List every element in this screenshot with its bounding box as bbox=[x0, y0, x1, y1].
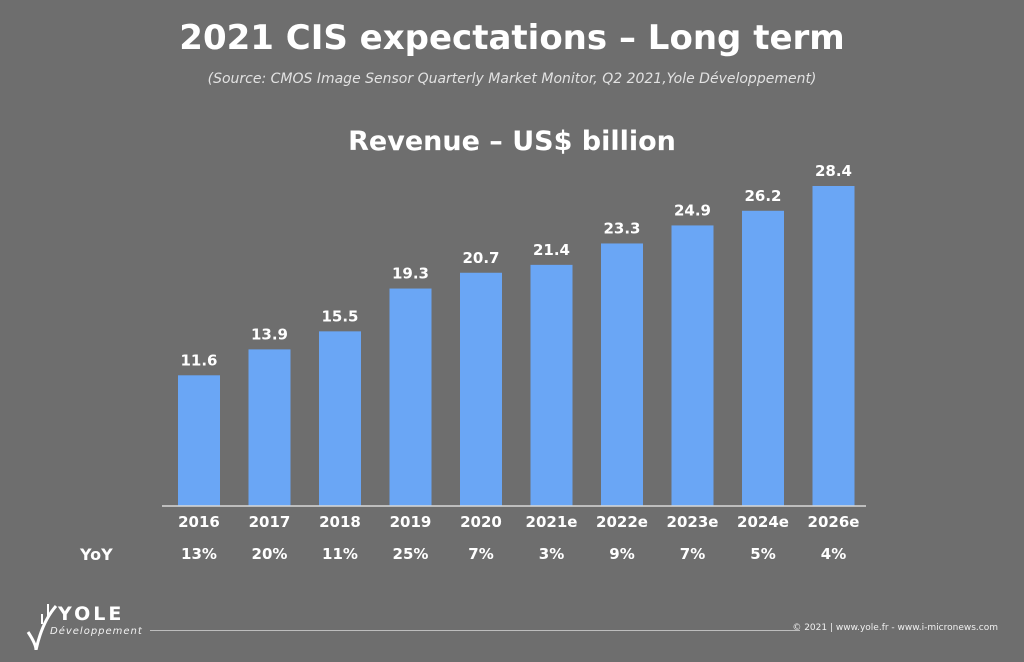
bar-value-label: 11.6 bbox=[180, 351, 217, 369]
bar-value-label: 24.9 bbox=[674, 201, 711, 219]
x-tick-label: 2023e bbox=[667, 513, 719, 531]
yole-logo-icon bbox=[26, 604, 58, 650]
yoy-row-label: YoY bbox=[80, 545, 113, 564]
yoy-value: 5% bbox=[750, 545, 775, 563]
yoy-value: 4% bbox=[821, 545, 846, 563]
yoy-value: 9% bbox=[609, 545, 634, 563]
footer-copyright: © 2021 | www.yole.fr - www.i-micronews.c… bbox=[792, 623, 998, 633]
source-note: (Source: CMOS Image Sensor Quarterly Mar… bbox=[207, 71, 817, 87]
yoy-value: 25% bbox=[393, 545, 429, 563]
logo-subtitle: Développement bbox=[50, 626, 143, 637]
x-tick-label: 2021e bbox=[526, 513, 578, 531]
logo-wordmark: YOLE bbox=[58, 603, 125, 625]
bar bbox=[812, 186, 855, 506]
x-tick-label: 2019 bbox=[390, 513, 432, 531]
yoy-value: 13% bbox=[181, 545, 217, 563]
bar bbox=[671, 225, 714, 506]
bar-value-label: 23.3 bbox=[603, 219, 640, 237]
bar-value-label: 13.9 bbox=[251, 325, 288, 343]
yoy-value: 7% bbox=[680, 545, 705, 563]
x-tick-label: 2020 bbox=[460, 513, 502, 531]
yoy-value: 20% bbox=[252, 545, 288, 563]
bar-value-label: 21.4 bbox=[533, 241, 570, 259]
bar-value-label: 20.7 bbox=[462, 249, 499, 267]
x-tick-label: 2018 bbox=[319, 513, 361, 531]
yoy-value: 11% bbox=[322, 545, 358, 563]
bar bbox=[389, 288, 432, 506]
bar bbox=[601, 243, 643, 506]
x-tick-label: 2024e bbox=[737, 513, 789, 531]
bar bbox=[319, 331, 361, 506]
yoy-value: 7% bbox=[468, 545, 493, 563]
bar bbox=[742, 210, 784, 506]
x-tick-label: 2017 bbox=[249, 513, 291, 531]
page-title: 2021 CIS expectations – Long term bbox=[179, 18, 845, 58]
footer-divider bbox=[150, 630, 800, 631]
bar bbox=[460, 272, 502, 506]
bar bbox=[248, 349, 291, 506]
x-tick-label: 2022e bbox=[596, 513, 648, 531]
bar bbox=[178, 375, 220, 506]
bar-value-label: 28.4 bbox=[815, 162, 852, 180]
yoy-value: 3% bbox=[539, 545, 564, 563]
bar bbox=[530, 264, 573, 506]
chart-title: Revenue – US$ billion bbox=[348, 126, 676, 157]
bar-value-label: 15.5 bbox=[321, 307, 358, 325]
x-tick-label: 2026e bbox=[808, 513, 860, 531]
bar-value-label: 19.3 bbox=[392, 265, 429, 283]
x-tick-label: 2016 bbox=[178, 513, 220, 531]
bar-value-label: 26.2 bbox=[744, 187, 781, 205]
